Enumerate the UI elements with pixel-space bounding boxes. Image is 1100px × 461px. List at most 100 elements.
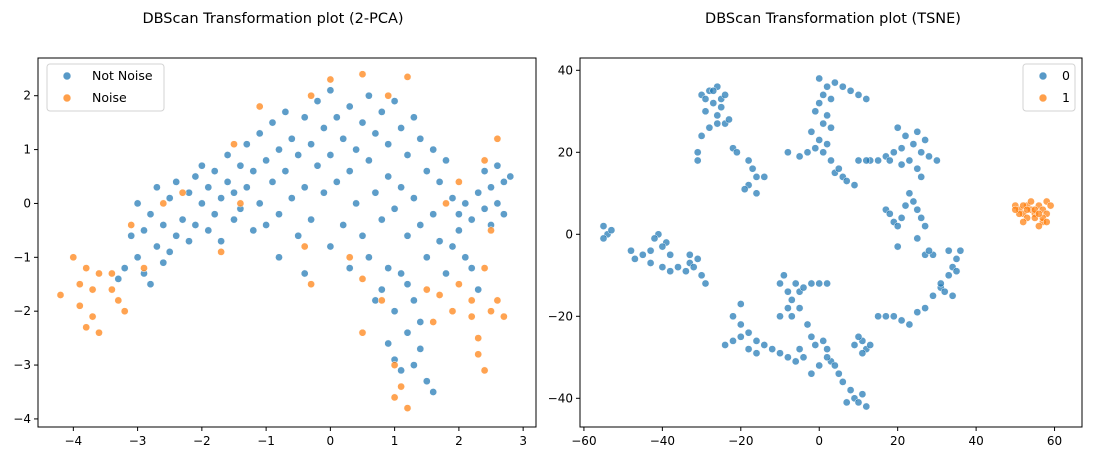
axis-ticks-tsne: −60 −40 −20 0 20 40 60 −40 −20 0 20 40 [548, 63, 1063, 448]
data-point-1-0-8 [705, 123, 714, 132]
data-point-0-0-90 [397, 183, 405, 192]
data-point-1-0-41 [819, 148, 828, 157]
data-point-1-0-60 [933, 156, 941, 165]
data-point-0-0-47 [275, 210, 283, 219]
data-point-0-1-11 [108, 269, 116, 278]
data-point-1-1-23 [1042, 218, 1051, 226]
data-point-0-0-97 [410, 296, 418, 305]
data-point-0-0-31 [223, 151, 232, 159]
data-point-1-0-146 [823, 345, 831, 353]
data-point-0-1-33 [390, 361, 399, 369]
data-point-0-0-46 [275, 145, 283, 154]
data-point-1-0-97 [658, 263, 667, 271]
chart-title-pca: DBScan Transformation plot (2-PCA) [142, 11, 403, 27]
legend-pca: Not Noise Noise [46, 63, 165, 112]
data-point-1-0-166 [854, 332, 863, 341]
data-point-1-0-18 [701, 95, 710, 103]
data-point-0-0-65 [332, 113, 341, 122]
data-point-0-0-92 [403, 151, 412, 159]
chart-panel-tsne: DBScan Transformation plot (TSNE) −60 −40… [548, 11, 1083, 448]
data-point-0-0-67 [339, 134, 348, 143]
data-point-1-0-150 [846, 386, 855, 394]
data-point-1-0-167 [850, 341, 859, 349]
data-point-0-0-122 [480, 204, 489, 213]
data-point-0-0-7 [146, 210, 155, 219]
data-point-0-0-98 [416, 134, 425, 143]
data-point-0-1-45 [480, 366, 489, 375]
x-tick-label-0-0: −4 [64, 434, 82, 448]
data-point-1-0-116 [787, 296, 796, 304]
data-point-1-0-10 [697, 132, 706, 140]
data-point-1-0-106 [685, 250, 694, 259]
data-point-0-0-49 [281, 167, 290, 175]
data-point-1-0-54 [893, 123, 902, 132]
data-point-1-0-113 [780, 271, 788, 280]
data-point-0-1-31 [358, 328, 367, 337]
data-point-0-0-95 [410, 113, 418, 122]
data-point-0-0-64 [326, 242, 335, 251]
legend-label-noise: Noise [92, 90, 127, 105]
data-point-0-0-112 [397, 366, 405, 375]
data-point-0-0-71 [345, 264, 354, 272]
plot-frame-tsne [579, 57, 1083, 428]
data-point-1-0-103 [689, 263, 698, 271]
legend-marker-not-noise [62, 71, 72, 81]
data-point-1-0-35 [815, 136, 824, 144]
data-point-1-0-38 [803, 148, 812, 157]
x-tick-label-1-3: 0 [815, 434, 823, 448]
data-point-0-1-50 [493, 134, 502, 143]
data-point-0-0-72 [352, 145, 360, 154]
data-point-0-0-135 [474, 285, 483, 294]
data-point-0-0-1 [120, 264, 129, 272]
x-tick-label-0-7: 3 [519, 434, 527, 448]
y-tick-label-0-0: −4 [13, 412, 31, 426]
data-point-1-0-120 [807, 279, 816, 288]
data-point-1-0-6 [713, 111, 722, 120]
data-point-1-0-184 [936, 279, 945, 288]
data-point-1-0-135 [791, 357, 800, 366]
data-point-0-1-48 [500, 312, 508, 321]
data-point-1-0-145 [819, 337, 828, 345]
data-point-1-0-80 [897, 214, 906, 222]
data-point-1-0-66 [885, 156, 894, 165]
data-point-1-0-114 [776, 279, 784, 288]
data-point-0-1-51 [487, 226, 495, 235]
data-point-0-0-70 [345, 167, 354, 175]
data-point-1-0-111 [666, 250, 675, 259]
data-point-0-1-22 [307, 91, 315, 100]
data-point-0-0-77 [365, 156, 373, 165]
data-point-0-0-18 [185, 237, 193, 246]
data-point-0-0-126 [500, 210, 508, 219]
y-tick-label-1-3: 20 [558, 145, 573, 159]
data-point-0-0-104 [429, 145, 438, 154]
data-point-0-0-20 [191, 172, 200, 181]
data-point-1-0-30 [811, 107, 820, 116]
data-point-0-0-110 [384, 339, 393, 348]
data-point-0-1-34 [397, 382, 405, 391]
legend-tsne: 0 1 [1022, 63, 1076, 112]
data-point-0-0-99 [416, 221, 425, 229]
data-point-1-0-25 [838, 82, 847, 91]
data-point-0-0-59 [313, 161, 322, 170]
data-point-0-1-25 [384, 91, 393, 100]
data-point-0-1-19 [230, 140, 238, 149]
data-point-0-0-10 [153, 183, 161, 192]
data-point-0-1-39 [442, 199, 450, 208]
data-point-0-0-137 [448, 194, 457, 202]
data-point-0-1-24 [358, 70, 367, 79]
data-point-1-0-138 [721, 341, 729, 349]
data-point-0-1-38 [429, 318, 438, 326]
y-tick-label-0-4: 0 [23, 196, 31, 210]
data-point-1-0-128 [736, 320, 745, 329]
data-point-0-0-84 [384, 140, 393, 149]
data-point-0-0-108 [435, 237, 444, 246]
data-point-1-0-86 [921, 222, 929, 230]
data-point-1-0-73 [760, 173, 769, 181]
data-point-0-0-117 [384, 264, 393, 272]
data-point-0-1-42 [467, 312, 476, 321]
data-point-1-0-93 [627, 246, 635, 255]
data-point-0-0-34 [236, 161, 245, 170]
data-point-0-0-43 [262, 221, 270, 229]
data-point-0-0-124 [493, 199, 502, 208]
